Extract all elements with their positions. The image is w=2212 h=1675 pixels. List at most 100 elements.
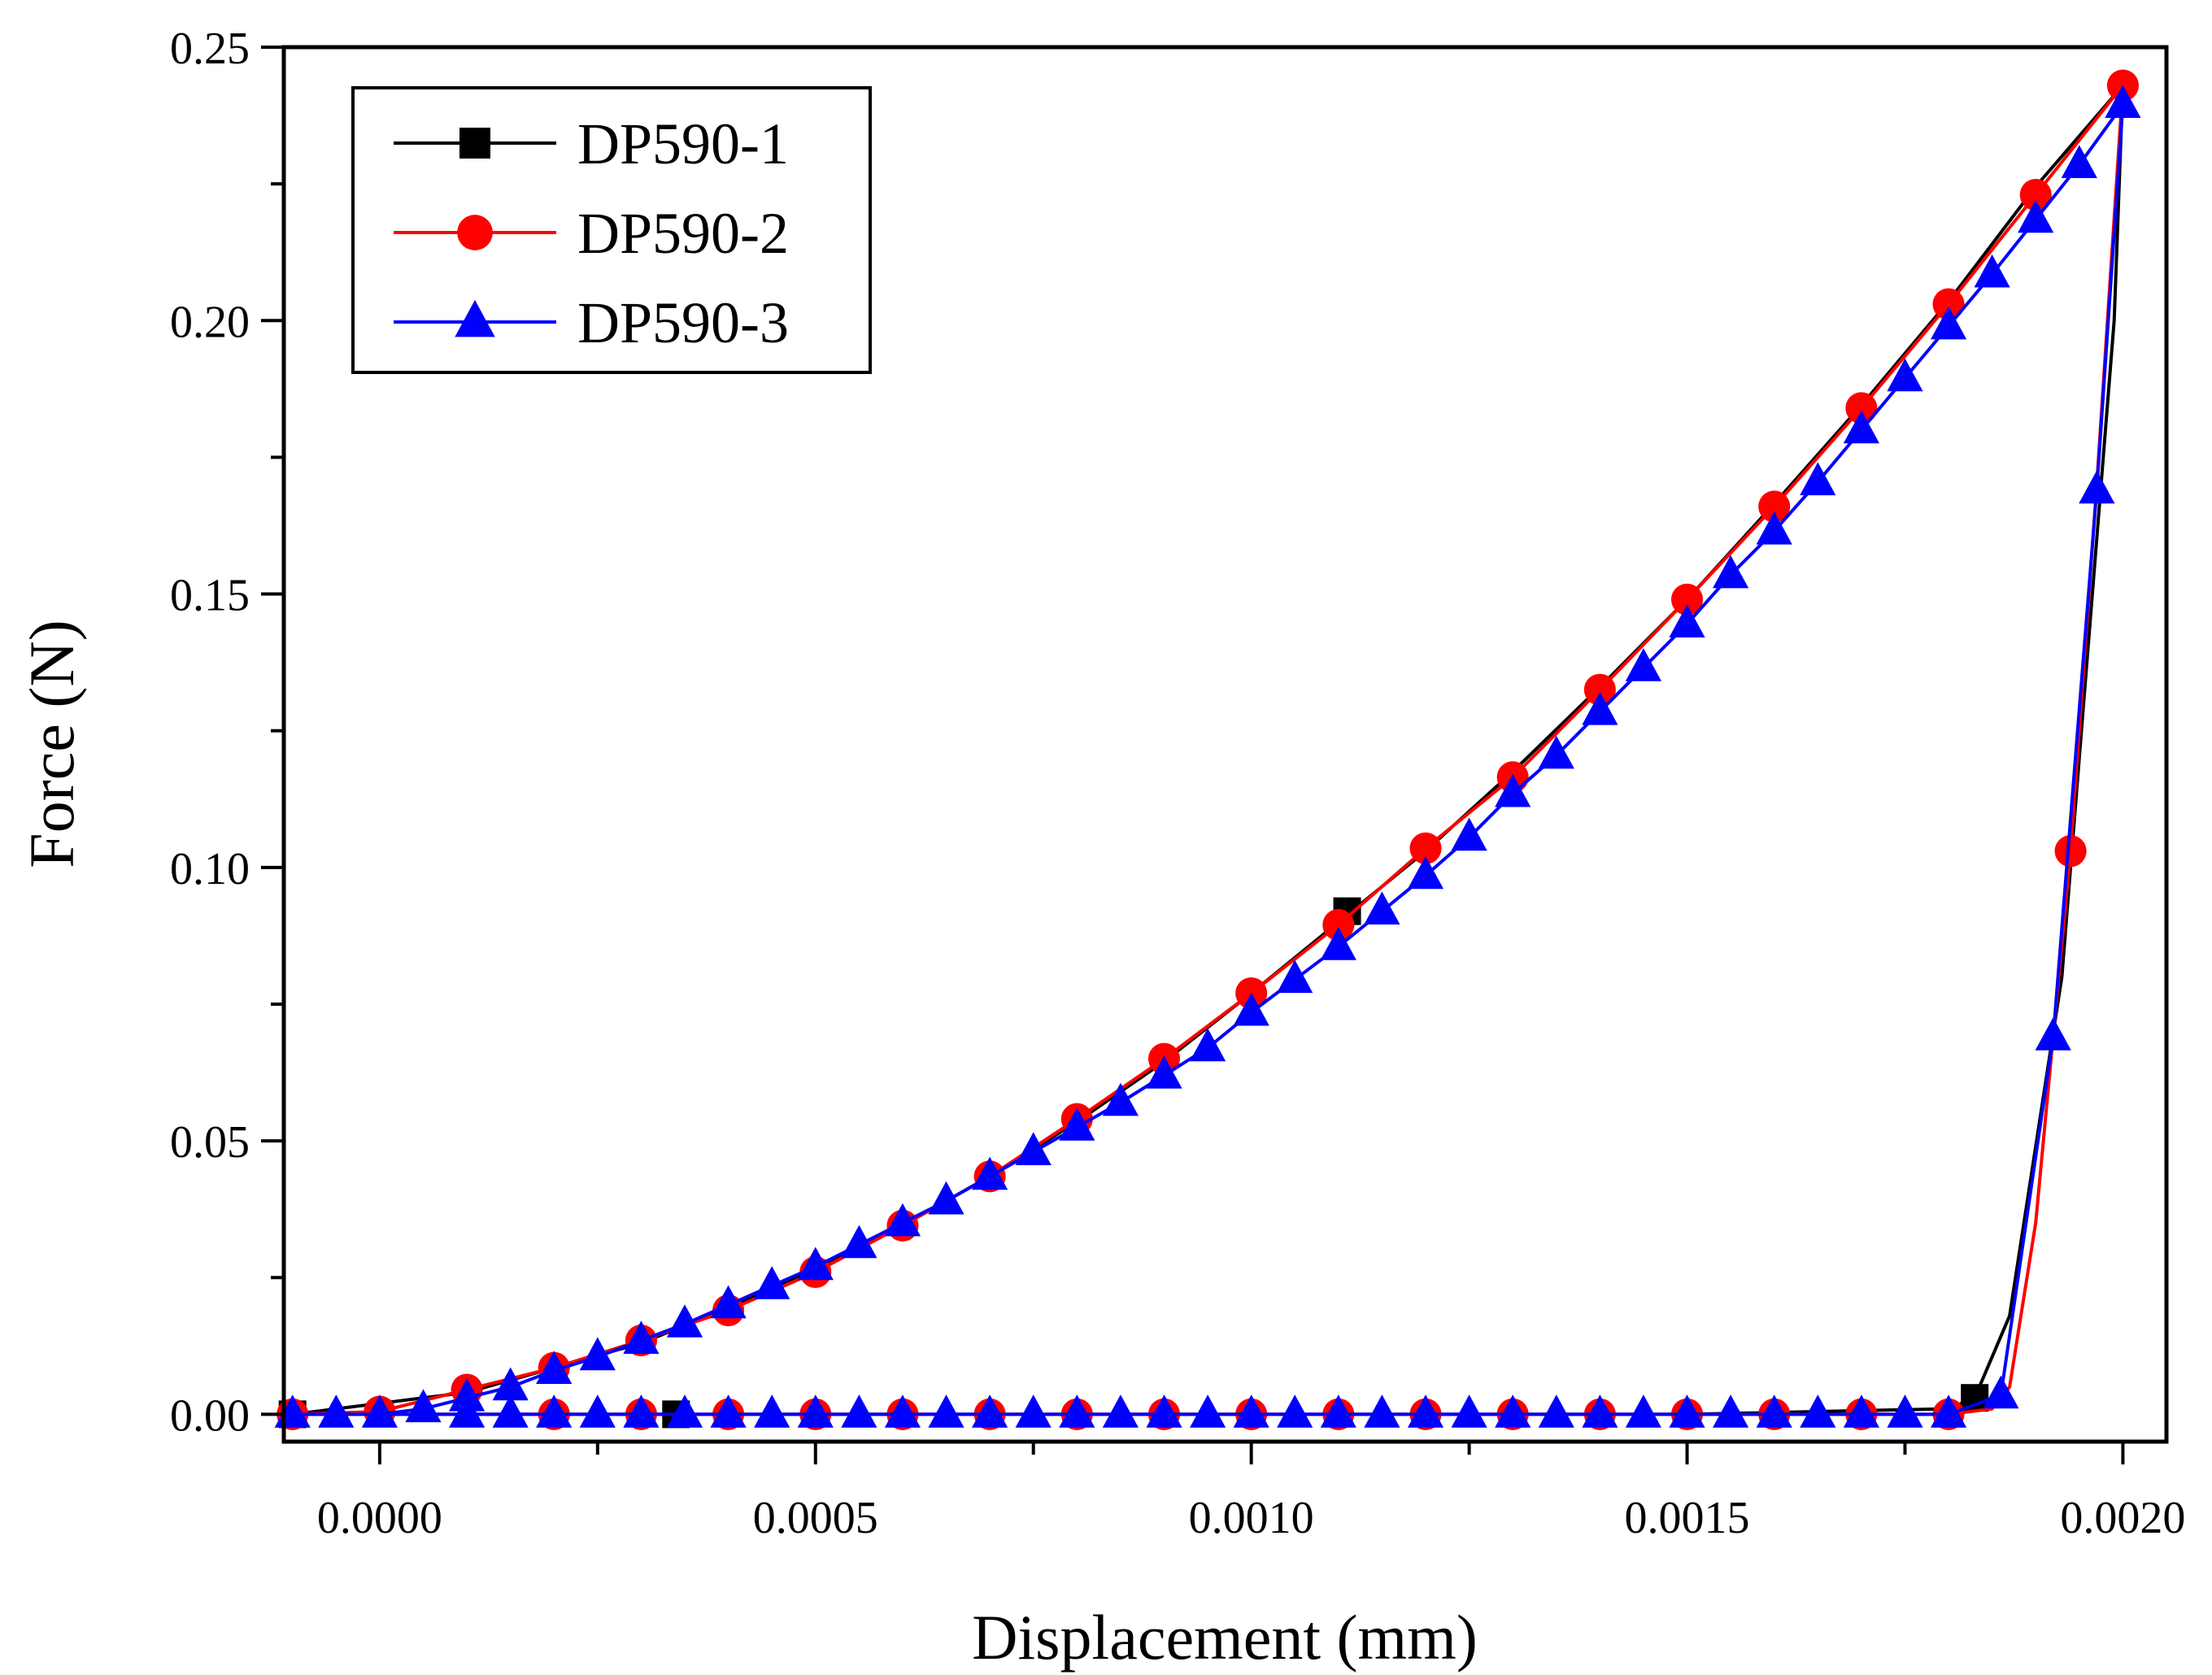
dp590-2-point <box>1932 288 1965 320</box>
dp590-3-point <box>1756 511 1792 545</box>
dp590-3-point <box>1974 254 2010 288</box>
dp590-3-point <box>841 1394 877 1428</box>
dp590-3-point <box>1582 691 1618 725</box>
dp590-3-point <box>536 1351 573 1384</box>
legend-label-dp590-3: DP590-3 <box>577 290 789 355</box>
dp590-2-point <box>1409 832 1442 864</box>
dp590-2-point <box>1758 490 1791 523</box>
x-tick-label: 0.0010 <box>1189 1493 1314 1543</box>
dp590-3-point <box>666 1394 703 1428</box>
dp590-3-point <box>361 1394 398 1428</box>
dp590-3-point <box>1887 1394 1923 1428</box>
dp590-3-point <box>1931 1394 1967 1428</box>
dp590-3-point <box>884 1394 921 1428</box>
dp590-2-point <box>1322 908 1355 941</box>
dp590-3-point <box>1102 1082 1139 1116</box>
dp590-3-point <box>318 1394 355 1428</box>
dp590-3-point <box>1843 1394 1879 1428</box>
series-dp590-3 <box>274 85 2141 1428</box>
dp590-3-point <box>1582 1394 1618 1428</box>
plot-frame <box>281 45 2169 1444</box>
dp590-3-point <box>1277 959 1313 994</box>
dp590-3-point <box>1277 1394 1313 1428</box>
legend-label-dp590-1: DP590-1 <box>577 111 789 176</box>
dp590-3-point <box>972 1156 1008 1190</box>
dp590-3-point <box>449 1394 486 1428</box>
y-tick-label: 0.10 <box>170 844 250 894</box>
dp590-3-point <box>536 1394 573 1428</box>
dp590-3-point <box>710 1285 747 1319</box>
dp590-2-point <box>2054 835 2087 868</box>
dp590-3-point <box>579 1337 616 1371</box>
x-tick-label: 0.0020 <box>2060 1493 2185 1543</box>
axis-ticks: 0.0000 0.0005 0.0010 0.0015 0.0020 0.00 0.05 0.… <box>170 24 2185 1543</box>
dp590-3-point <box>1800 462 1836 496</box>
dp590-3-point <box>405 1389 442 1423</box>
dp590-3-point <box>1887 358 1923 392</box>
dp590-3-point <box>1102 1394 1139 1428</box>
dp590-3-point <box>1495 1394 1531 1428</box>
dp590-3-point <box>1495 773 1531 807</box>
dp590-3-point <box>492 1394 529 1428</box>
x-tick-label: 0.0005 <box>753 1493 878 1543</box>
x-tick-label: 0.0000 <box>317 1493 442 1543</box>
dp590-3-point <box>1015 1394 1052 1428</box>
dp590-3-point <box>1983 1375 2019 1409</box>
dp590-3-point <box>1451 1394 1487 1428</box>
dp590-3-point <box>1713 555 1749 589</box>
legend-marker-dp590-1 <box>459 128 490 159</box>
dp590-3-point <box>1625 648 1661 681</box>
dp590-3-point <box>1190 1028 1226 1062</box>
y-tick-label: 0.25 <box>170 24 250 74</box>
dp590-3-point <box>1233 992 1269 1026</box>
dp590-2-point <box>1583 673 1616 706</box>
dp590-3-point <box>579 1394 616 1428</box>
dp590-3-point <box>1190 1394 1226 1428</box>
dp590-3-point <box>1320 927 1356 960</box>
dp590-3-point <box>492 1367 529 1401</box>
legend-marker-dp590-3 <box>455 299 495 337</box>
dp590-2-point <box>1845 392 1878 424</box>
y-axis-title: Force (N) <box>16 620 87 868</box>
dp590-3-point <box>2105 85 2141 118</box>
dp590-3-point <box>1059 1394 1095 1428</box>
dp590-3-point <box>710 1394 747 1428</box>
dp590-3-point <box>623 1320 660 1354</box>
dp590-3-point <box>1931 306 1967 340</box>
dp590-3-point <box>1625 1394 1661 1428</box>
legend-item-dp590-3: DP590-3 <box>394 290 789 355</box>
dp590-3-point <box>2061 145 2097 178</box>
dp590-3-point <box>928 1394 964 1428</box>
legend-item-dp590-2: DP590-2 <box>394 201 789 266</box>
dp590-3-point <box>797 1246 834 1281</box>
dp590-3-point <box>1407 855 1444 890</box>
legend: DP590-1 DP590-2 DP590-3 <box>351 86 872 374</box>
dp590-3-point <box>1669 1394 1705 1428</box>
dp590-3-point <box>666 1304 703 1338</box>
dp590-3-point <box>1015 1132 1052 1165</box>
dp590-3-point <box>1407 1394 1444 1428</box>
series-layer <box>274 69 2141 1430</box>
dp590-3-point <box>1669 604 1705 637</box>
dp590-3-point <box>2079 470 2115 504</box>
dp590-3-point <box>1843 410 1879 444</box>
dp590-3-point <box>928 1181 964 1215</box>
dp590-3-point <box>1364 891 1400 925</box>
dp590-3-point <box>1059 1107 1095 1141</box>
dp590-3-point <box>1146 1394 1182 1428</box>
dp590-3-point <box>884 1203 921 1237</box>
dp590-3-point <box>754 1266 790 1299</box>
y-tick-label: 0.05 <box>170 1117 250 1168</box>
dp590-2-point <box>2019 179 2052 211</box>
dp590-3-point <box>2035 1017 2071 1051</box>
dp590-3-point <box>972 1394 1008 1428</box>
legend-marker-dp590-2 <box>457 215 493 250</box>
x-tick-label: 0.0015 <box>1625 1493 1750 1543</box>
dp590-3-point <box>1451 817 1487 851</box>
y-tick-label: 0.15 <box>170 571 250 621</box>
y-tick-label: 0.20 <box>170 297 250 347</box>
dp590-3-point <box>1364 1394 1400 1428</box>
legend-item-dp590-1: DP590-1 <box>394 111 789 176</box>
dp590-3-point <box>623 1394 660 1428</box>
